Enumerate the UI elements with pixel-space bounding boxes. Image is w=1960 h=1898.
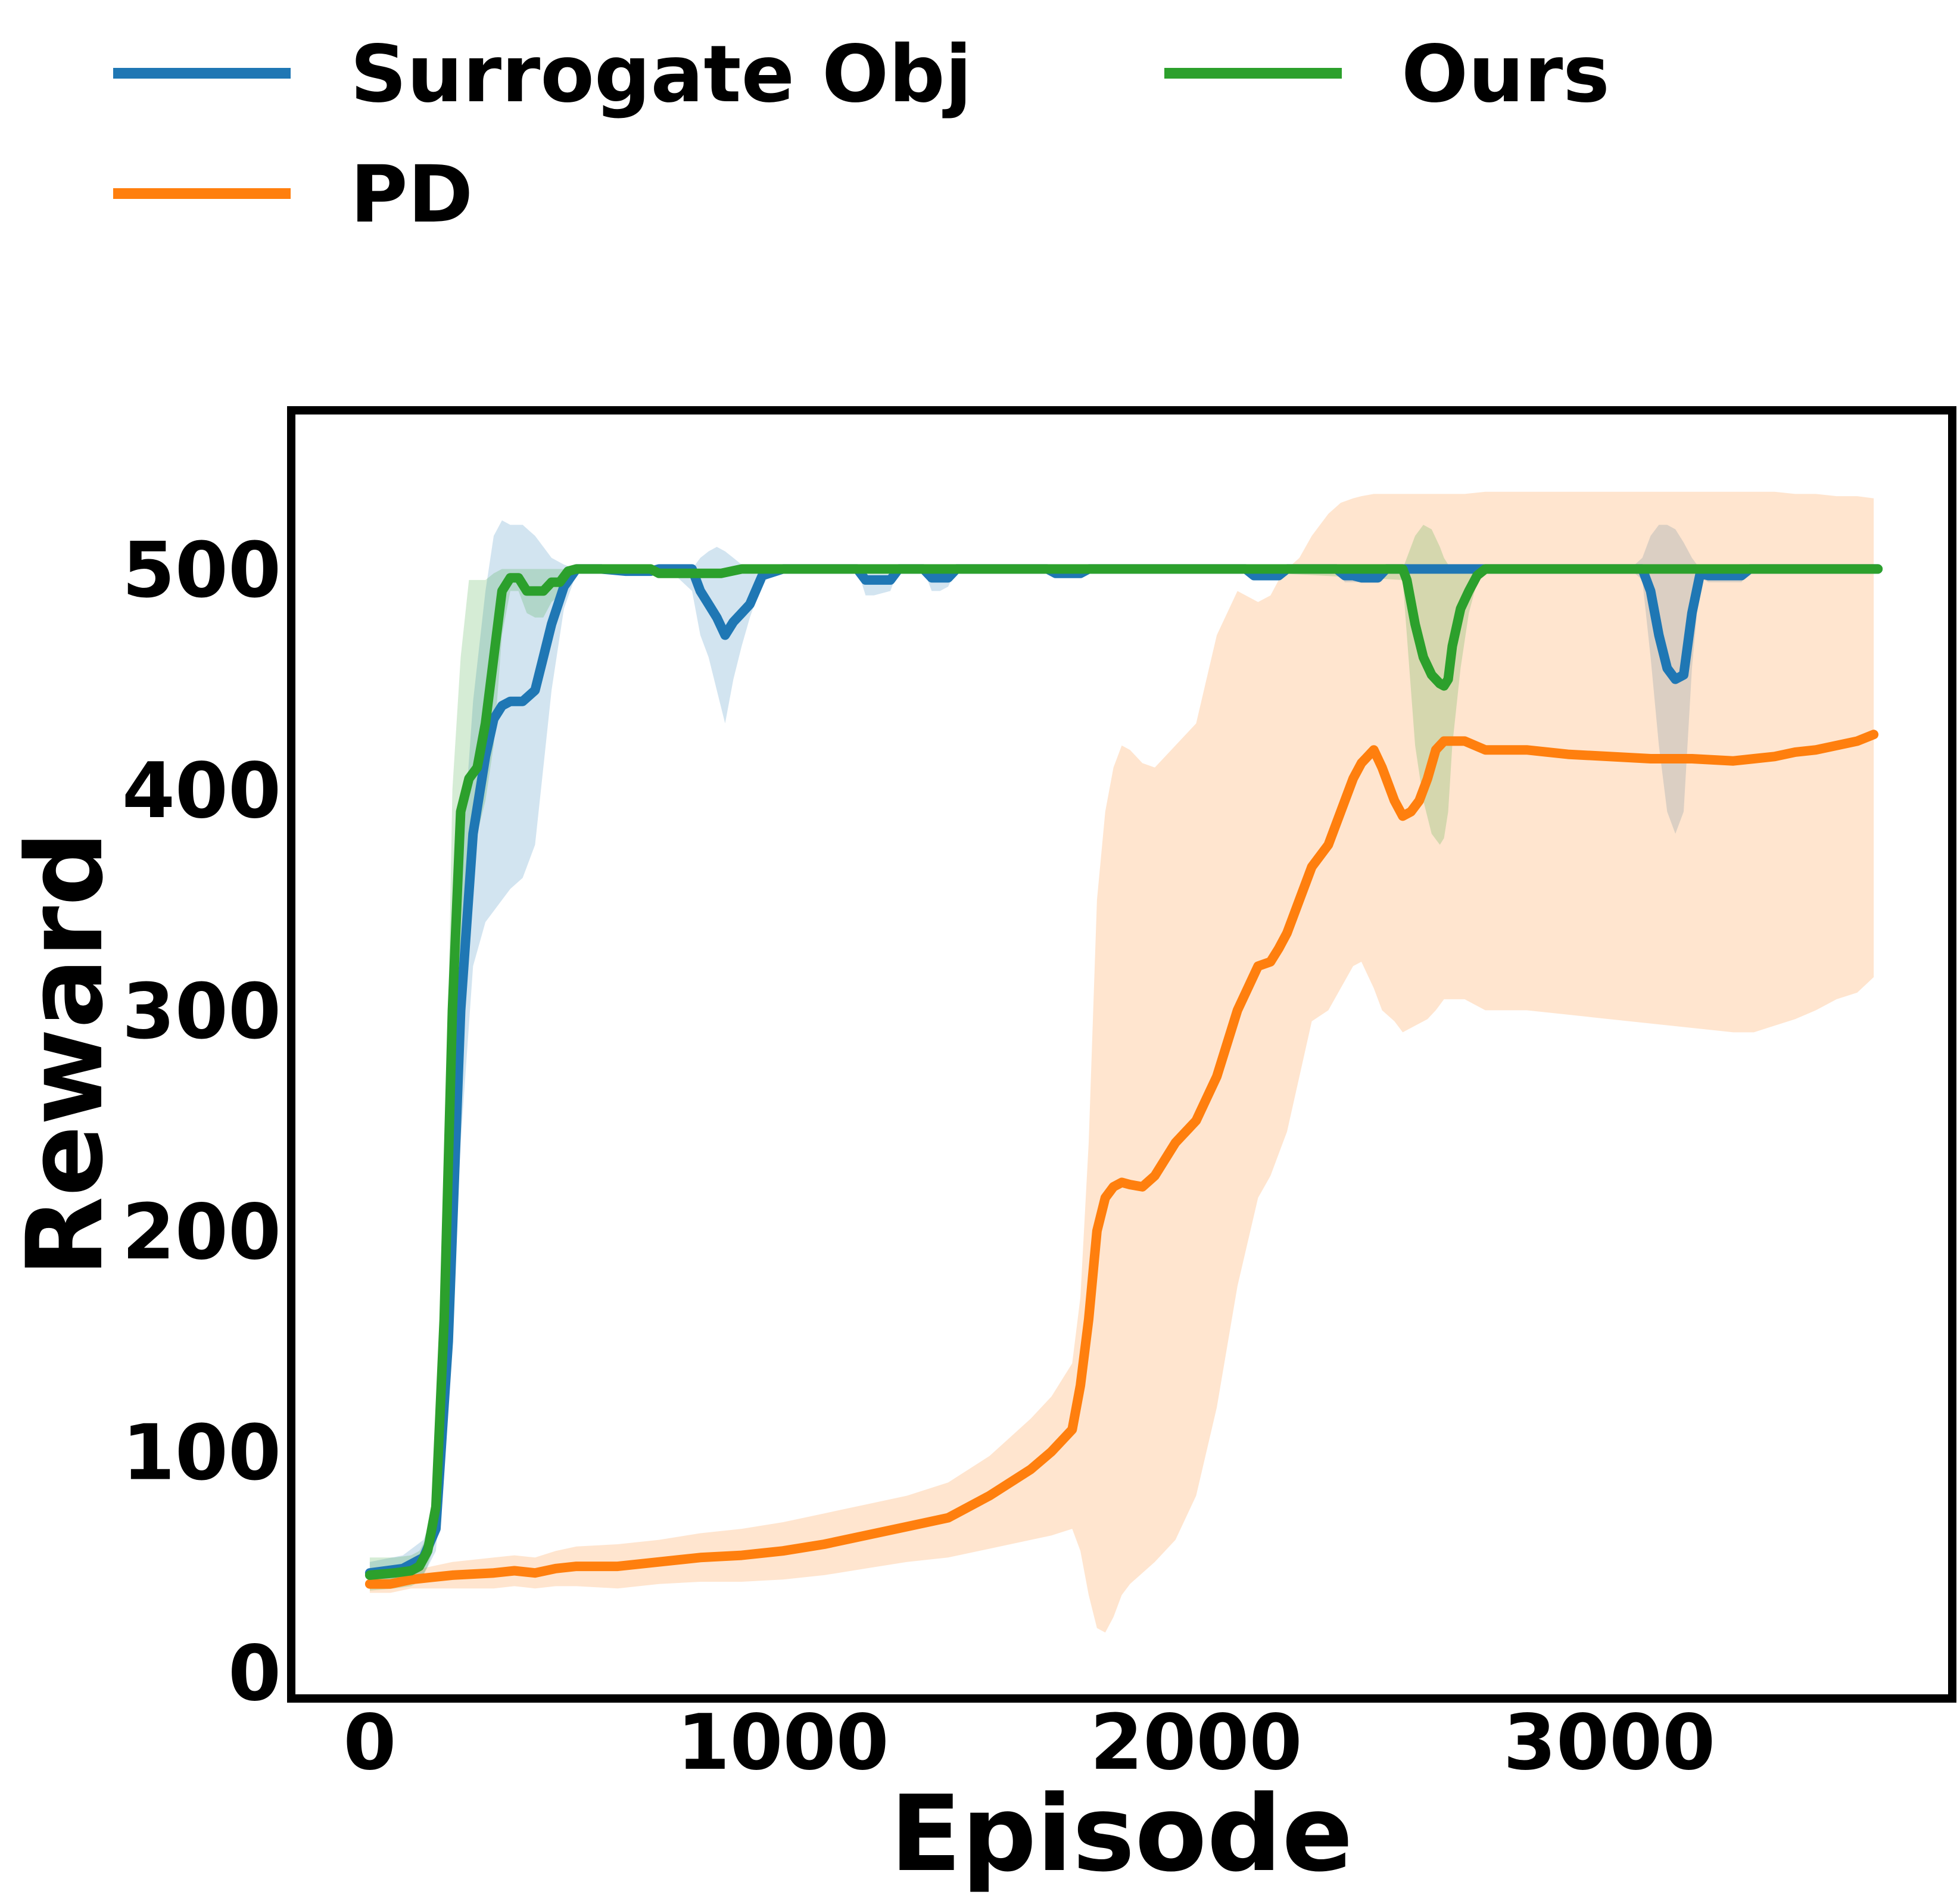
- y-tick-label: 300: [122, 967, 281, 1056]
- x-tick-labels: 0 1000 2000 3000: [343, 1698, 1715, 1787]
- y-tick-label: 0: [228, 1629, 281, 1718]
- x-axis-title: Episode: [890, 1773, 1353, 1895]
- legend: Surrogate Obj PD Ours: [113, 29, 1610, 241]
- y-tick-label: 400: [122, 747, 281, 836]
- line-ours: [364, 564, 1883, 1580]
- legend-item-surrogate: Surrogate Obj: [113, 29, 972, 120]
- legend-item-ours: Ours: [1164, 29, 1610, 120]
- y-tick-label: 500: [122, 526, 281, 615]
- x-tick-label: 3000: [1503, 1698, 1715, 1787]
- plot-area: [364, 491, 1883, 1633]
- legend-label-surrogate: Surrogate Obj: [350, 29, 972, 120]
- band-pd: [369, 491, 1874, 1633]
- confidence-bands: [369, 491, 1878, 1633]
- y-tick-label: 100: [122, 1408, 281, 1497]
- band-surrogate-obj: [369, 520, 1878, 1584]
- plot-frame: [287, 406, 1956, 1703]
- x-tick-label: 2000: [1090, 1698, 1302, 1787]
- legend-label-ours: Ours: [1401, 29, 1610, 120]
- series-lines: [364, 564, 1883, 1589]
- y-axis-title: Reward: [4, 831, 126, 1277]
- y-tick-label: 200: [122, 1188, 281, 1277]
- x-tick-label: 1000: [677, 1698, 889, 1787]
- line-pd: [364, 730, 1879, 1589]
- x-tick-label: 0: [343, 1698, 396, 1787]
- legend-label-pd: PD: [350, 149, 473, 241]
- legend-item-pd: PD: [113, 149, 473, 241]
- y-tick-labels: 0 100 200 300 400 500: [122, 526, 281, 1718]
